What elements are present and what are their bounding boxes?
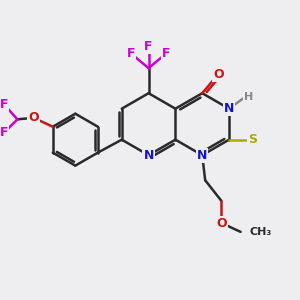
Text: F: F: [0, 126, 8, 139]
Text: S: S: [248, 133, 257, 146]
Text: N: N: [197, 149, 207, 162]
Text: F: F: [144, 40, 153, 52]
Text: F: F: [0, 98, 8, 111]
Text: F: F: [127, 47, 135, 60]
Text: CH₃: CH₃: [249, 227, 272, 237]
Text: O: O: [216, 217, 227, 230]
Text: O: O: [28, 111, 39, 124]
Text: O: O: [213, 68, 224, 80]
Text: F: F: [162, 47, 170, 60]
Text: N: N: [143, 149, 154, 162]
Text: N: N: [224, 102, 234, 115]
Text: H: H: [244, 92, 253, 102]
